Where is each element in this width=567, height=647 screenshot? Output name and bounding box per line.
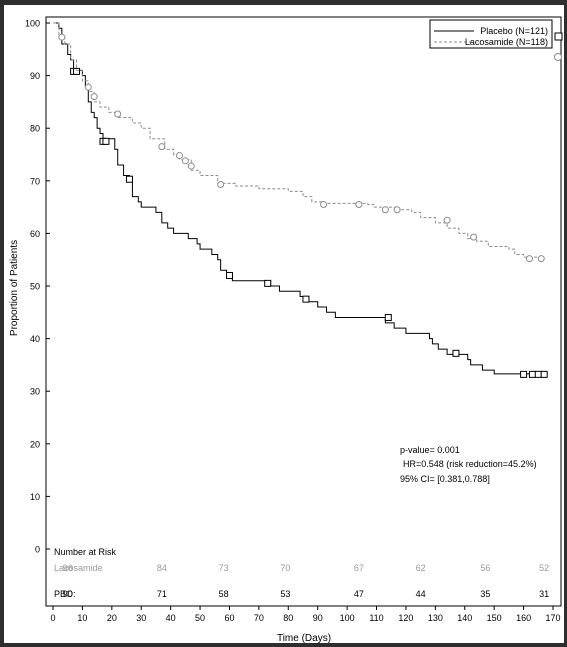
legend-label-placebo: Placebo (N=121) bbox=[480, 26, 548, 36]
y-axis: 0 10 20 30 40 50 60 70 80 90 100 bbox=[25, 19, 50, 555]
risk-value: 47 bbox=[354, 589, 364, 599]
risk-value: 90 bbox=[63, 589, 73, 599]
censor-mark-lacosamide bbox=[90, 93, 98, 101]
x-tick-label: 30 bbox=[136, 613, 146, 623]
x-tick-label: 130 bbox=[428, 613, 443, 623]
y-tick-label: 30 bbox=[30, 387, 40, 397]
x-tick-label: 40 bbox=[166, 613, 176, 623]
y-tick-label: 40 bbox=[30, 334, 40, 344]
risk-row-label: Lacosamide bbox=[54, 563, 103, 573]
y-tick-label: 50 bbox=[30, 282, 40, 292]
y-tick-label: 0 bbox=[35, 545, 40, 555]
x-tick-label: 160 bbox=[516, 613, 531, 623]
censor-mark-placebo bbox=[125, 175, 133, 183]
annotation-hr: HR=0.548 (risk reduction=45.2%) bbox=[403, 459, 537, 469]
y-tick-label: 60 bbox=[30, 229, 40, 239]
censor-mark-lacosamide bbox=[181, 157, 189, 165]
risk-value: 52 bbox=[539, 563, 549, 573]
legend: Placebo (N=121) Lacosamide (N=118) bbox=[429, 19, 553, 49]
risk-value: 70 bbox=[280, 563, 290, 573]
censor-mark-lacosamide bbox=[320, 200, 328, 208]
x-tick-label: 120 bbox=[398, 613, 413, 623]
x-tick-label: 80 bbox=[283, 613, 293, 623]
plot-area bbox=[45, 16, 562, 607]
censor-mark-lacosamide bbox=[217, 180, 225, 188]
risk-value: 58 bbox=[219, 589, 229, 599]
censor-mark-placebo bbox=[302, 295, 310, 303]
risk-value: 84 bbox=[157, 563, 167, 573]
legend-label-lacosamide: Lacosamide (N=118) bbox=[465, 37, 548, 47]
legend-marker-placebo bbox=[554, 32, 563, 41]
x-tick-label: 140 bbox=[457, 613, 472, 623]
x-tick-label: 110 bbox=[369, 613, 383, 623]
y-tick-label: 70 bbox=[30, 176, 40, 186]
x-tick-label: 60 bbox=[224, 613, 234, 623]
x-tick-label: 20 bbox=[107, 613, 117, 623]
legend-box bbox=[429, 19, 553, 49]
censor-mark-placebo bbox=[102, 137, 110, 145]
x-tick-label: 70 bbox=[254, 613, 264, 623]
y-tick-label: 80 bbox=[30, 124, 40, 134]
x-tick-label: 170 bbox=[545, 613, 560, 623]
censor-mark-lacosamide bbox=[355, 200, 363, 208]
risk-table-title: Number at Risk bbox=[54, 547, 117, 557]
censor-mark-lacosamide bbox=[175, 152, 183, 160]
x-tick-label: 0 bbox=[50, 613, 55, 623]
censor-mark-placebo bbox=[384, 314, 392, 322]
annotation-ci: 95% CI= [0.381,0.788] bbox=[400, 474, 490, 484]
censor-mark-lacosamide bbox=[114, 110, 122, 118]
series-layer bbox=[53, 22, 563, 378]
censor-mark-lacosamide bbox=[58, 33, 66, 41]
series-line-placebo bbox=[53, 22, 545, 375]
risk-row-label: PBO: bbox=[54, 589, 76, 599]
risk-value: 44 bbox=[416, 589, 426, 599]
risk-value: 73 bbox=[219, 563, 229, 573]
censor-mark-placebo bbox=[264, 279, 272, 287]
y-tick-label: 10 bbox=[30, 492, 40, 502]
risk-value: 62 bbox=[416, 563, 426, 573]
chart-background bbox=[4, 5, 564, 643]
y-tick-label: 90 bbox=[30, 71, 40, 81]
risk-value: 35 bbox=[480, 589, 490, 599]
censor-mark-lacosamide bbox=[537, 255, 545, 263]
y-tick-label: 100 bbox=[25, 19, 40, 29]
risk-value: 53 bbox=[280, 589, 290, 599]
censor-mark-lacosamide bbox=[393, 206, 401, 214]
risk-value: 56 bbox=[480, 563, 490, 573]
censor-mark-lacosamide bbox=[525, 255, 533, 263]
risk-value: 67 bbox=[354, 563, 364, 573]
risk-value: 71 bbox=[157, 589, 167, 599]
censor-mark-placebo bbox=[73, 67, 81, 75]
censor-mark-lacosamide bbox=[381, 206, 389, 214]
censor-mark-placebo bbox=[452, 349, 460, 357]
annotation-p-value: p-value= 0.001 bbox=[400, 445, 460, 455]
legend-marker-lacosamide bbox=[554, 53, 562, 61]
x-tick-label: 100 bbox=[340, 613, 355, 623]
x-axis-label: Time (Days) bbox=[277, 633, 331, 644]
x-tick-label: 150 bbox=[487, 613, 502, 623]
censor-mark-lacosamide bbox=[84, 83, 92, 91]
x-tick-label: 90 bbox=[313, 613, 323, 623]
x-tick-label: 50 bbox=[195, 613, 205, 623]
censor-mark-lacosamide bbox=[158, 143, 166, 151]
censor-mark-placebo bbox=[225, 271, 233, 279]
censor-mark-placebo bbox=[520, 370, 528, 378]
censor-mark-lacosamide bbox=[187, 162, 195, 170]
x-tick-label: 10 bbox=[77, 613, 87, 623]
series-line-lacosamide bbox=[53, 22, 542, 259]
y-tick-label: 20 bbox=[30, 439, 40, 449]
y-axis-label: Proportion of Patients bbox=[9, 240, 20, 336]
risk-value: 31 bbox=[539, 589, 549, 599]
censor-mark-placebo bbox=[528, 370, 536, 378]
censor-mark-lacosamide bbox=[443, 216, 451, 224]
x-axis: 0 10 20 30 40 50 60 70 80 90 100 110 120 130 140 150 160… bbox=[50, 606, 561, 623]
censor-mark-placebo bbox=[540, 370, 548, 378]
censor-mark-lacosamide bbox=[470, 233, 478, 241]
risk-value: 96 bbox=[63, 563, 73, 573]
censor-mark-placebo bbox=[534, 370, 542, 378]
